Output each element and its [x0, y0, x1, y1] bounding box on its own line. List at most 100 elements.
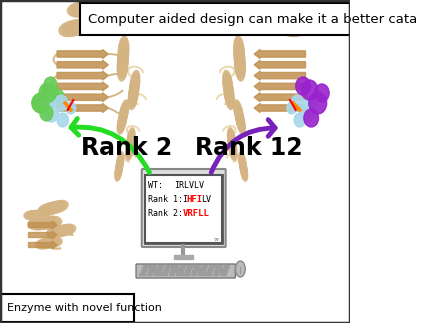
Ellipse shape: [88, 16, 110, 31]
Bar: [142, 267, 147, 269]
FancyArrow shape: [254, 82, 305, 91]
Ellipse shape: [255, 16, 276, 31]
Ellipse shape: [257, 1, 280, 16]
Ellipse shape: [274, 20, 298, 36]
Circle shape: [55, 95, 68, 111]
Ellipse shape: [84, 17, 105, 32]
Ellipse shape: [28, 217, 49, 230]
Ellipse shape: [38, 203, 57, 215]
Ellipse shape: [70, 2, 93, 17]
Bar: [222, 267, 228, 269]
Ellipse shape: [64, 20, 89, 36]
Ellipse shape: [130, 73, 139, 98]
Ellipse shape: [37, 238, 54, 249]
Bar: [216, 265, 222, 266]
Ellipse shape: [45, 237, 62, 247]
Ellipse shape: [118, 43, 128, 71]
Ellipse shape: [229, 138, 237, 158]
Ellipse shape: [40, 238, 56, 248]
Ellipse shape: [117, 113, 126, 134]
Ellipse shape: [118, 39, 129, 68]
Text: WT:: WT:: [148, 181, 163, 190]
Ellipse shape: [229, 140, 237, 160]
Bar: [220, 273, 226, 275]
Bar: [172, 265, 178, 266]
Ellipse shape: [115, 161, 122, 179]
Bar: [184, 270, 190, 272]
Bar: [176, 273, 181, 275]
Ellipse shape: [49, 201, 68, 213]
Ellipse shape: [223, 70, 232, 95]
FancyArrow shape: [254, 49, 305, 58]
Circle shape: [43, 96, 55, 110]
Bar: [221, 270, 227, 272]
Circle shape: [42, 84, 56, 102]
Ellipse shape: [234, 46, 245, 75]
Ellipse shape: [31, 217, 51, 230]
Ellipse shape: [257, 17, 279, 32]
Bar: [165, 265, 171, 266]
Ellipse shape: [225, 85, 234, 109]
Ellipse shape: [279, 21, 304, 36]
Ellipse shape: [234, 43, 245, 71]
Ellipse shape: [264, 17, 288, 33]
Ellipse shape: [128, 85, 138, 109]
Ellipse shape: [80, 1, 103, 16]
FancyArrow shape: [28, 231, 57, 239]
Ellipse shape: [32, 210, 47, 219]
Bar: [154, 273, 160, 275]
Ellipse shape: [118, 36, 129, 65]
FancyArrow shape: [254, 103, 305, 112]
Ellipse shape: [95, 14, 116, 29]
Ellipse shape: [67, 19, 91, 35]
Text: I: I: [182, 194, 187, 203]
Ellipse shape: [34, 210, 49, 219]
Ellipse shape: [126, 140, 133, 160]
Bar: [193, 267, 199, 269]
Ellipse shape: [86, 16, 108, 31]
Circle shape: [301, 80, 318, 100]
Ellipse shape: [117, 154, 123, 172]
Ellipse shape: [260, 1, 283, 16]
Bar: [200, 267, 206, 269]
Ellipse shape: [223, 73, 233, 98]
FancyArrow shape: [57, 103, 108, 112]
Bar: [143, 265, 149, 266]
Ellipse shape: [271, 19, 296, 35]
Ellipse shape: [44, 202, 64, 214]
Ellipse shape: [36, 217, 56, 229]
Text: IRLVLV: IRLVLV: [174, 181, 204, 190]
Bar: [164, 267, 169, 269]
Circle shape: [57, 113, 68, 127]
Ellipse shape: [130, 70, 140, 95]
Ellipse shape: [116, 159, 123, 176]
Circle shape: [300, 104, 314, 122]
Circle shape: [32, 94, 46, 112]
Ellipse shape: [235, 105, 243, 126]
Circle shape: [296, 77, 310, 95]
Text: ∞: ∞: [213, 236, 218, 242]
Ellipse shape: [236, 108, 244, 129]
Ellipse shape: [61, 20, 86, 36]
Text: Rank 2: Rank 2: [81, 136, 172, 160]
Circle shape: [314, 84, 329, 102]
Ellipse shape: [68, 3, 91, 17]
Ellipse shape: [228, 133, 236, 153]
Ellipse shape: [119, 105, 128, 126]
FancyBboxPatch shape: [1, 294, 135, 322]
Bar: [177, 270, 183, 272]
Ellipse shape: [127, 133, 134, 153]
Ellipse shape: [72, 18, 96, 34]
FancyBboxPatch shape: [145, 175, 222, 243]
Ellipse shape: [236, 261, 245, 277]
Bar: [158, 265, 163, 266]
Circle shape: [304, 109, 319, 127]
Ellipse shape: [237, 113, 245, 134]
Text: VRFLL: VRFLL: [182, 209, 209, 217]
FancyArrow shape: [57, 49, 108, 58]
Circle shape: [44, 77, 57, 93]
Ellipse shape: [59, 21, 83, 36]
Ellipse shape: [90, 15, 112, 30]
Ellipse shape: [269, 2, 293, 17]
Ellipse shape: [72, 2, 95, 16]
